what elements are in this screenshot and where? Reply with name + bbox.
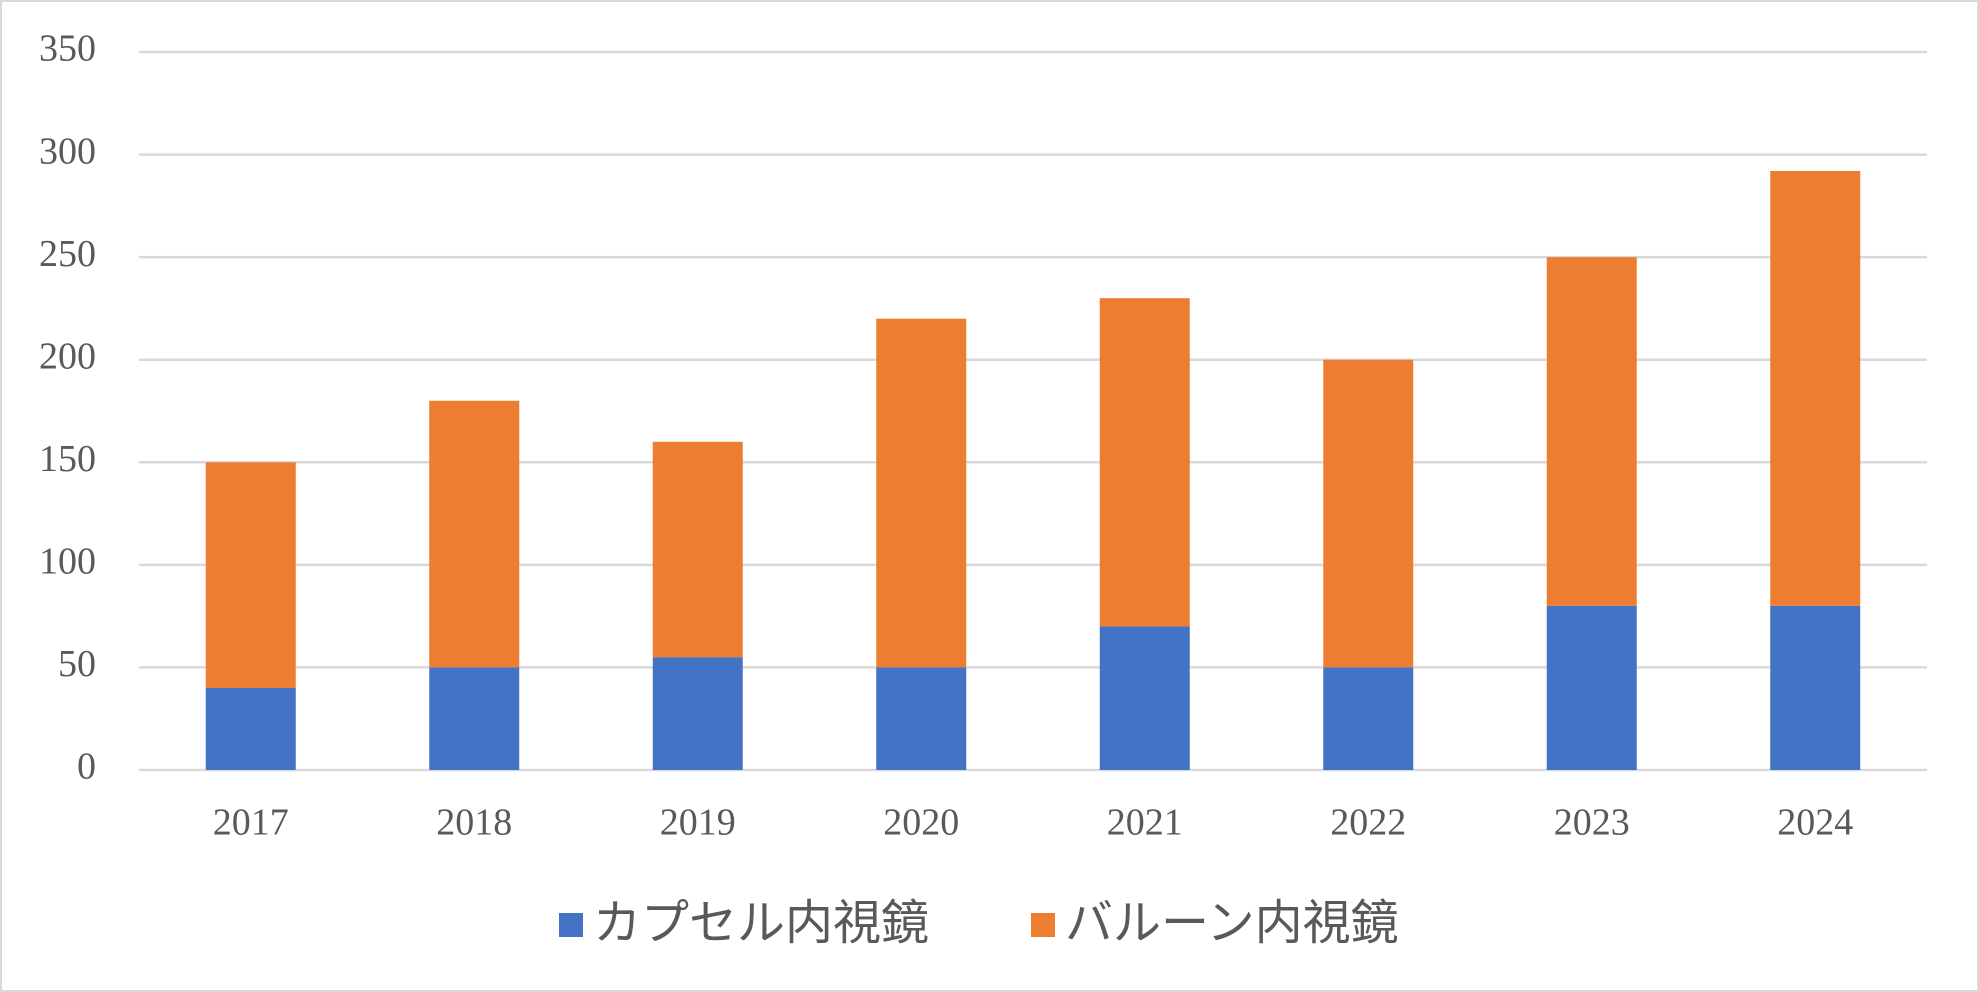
x-tick-label: 2019 bbox=[660, 802, 736, 844]
bar-segment bbox=[1770, 605, 1861, 770]
legend-swatch bbox=[559, 913, 583, 937]
y-tick-label: 150 bbox=[39, 438, 96, 480]
bar-segment bbox=[205, 687, 296, 770]
y-tick-label: 300 bbox=[39, 130, 96, 172]
legend-label: カプセル内視鏡 bbox=[593, 895, 929, 951]
x-tick-label: 2020 bbox=[883, 802, 959, 844]
x-tick-label: 2022 bbox=[1330, 802, 1406, 844]
x-tick-label: 2024 bbox=[1777, 802, 1853, 844]
bar-segment bbox=[652, 441, 743, 658]
y-tick-label: 100 bbox=[39, 541, 96, 583]
y-tick-label: 200 bbox=[39, 335, 96, 377]
y-tick-label: 350 bbox=[39, 28, 96, 70]
bar-segment bbox=[205, 462, 296, 688]
bar-segment bbox=[1323, 667, 1414, 770]
bar-segment bbox=[1099, 626, 1190, 770]
y-tick-label: 50 bbox=[58, 643, 96, 685]
bar-segment bbox=[429, 667, 520, 770]
bar-segment bbox=[1770, 170, 1861, 606]
bar-segment bbox=[1323, 359, 1414, 668]
legend-label: バルーン内視鏡 bbox=[1065, 895, 1399, 951]
legend-swatch bbox=[1031, 913, 1055, 937]
bar-segment bbox=[1546, 257, 1637, 606]
x-tick-label: 2017 bbox=[213, 802, 289, 844]
y-tick-label: 0 bbox=[77, 746, 96, 788]
bar-segment bbox=[876, 667, 967, 770]
x-tick-label: 2018 bbox=[436, 802, 512, 844]
bar-segment bbox=[652, 657, 743, 770]
bar-segment bbox=[429, 400, 520, 668]
bar-segment bbox=[876, 318, 967, 668]
x-tick-label: 2023 bbox=[1554, 802, 1630, 844]
bar-segment bbox=[1099, 298, 1190, 627]
y-tick-label: 250 bbox=[39, 233, 96, 275]
bar-segment bbox=[1546, 605, 1637, 770]
x-tick-label: 2021 bbox=[1107, 802, 1183, 844]
